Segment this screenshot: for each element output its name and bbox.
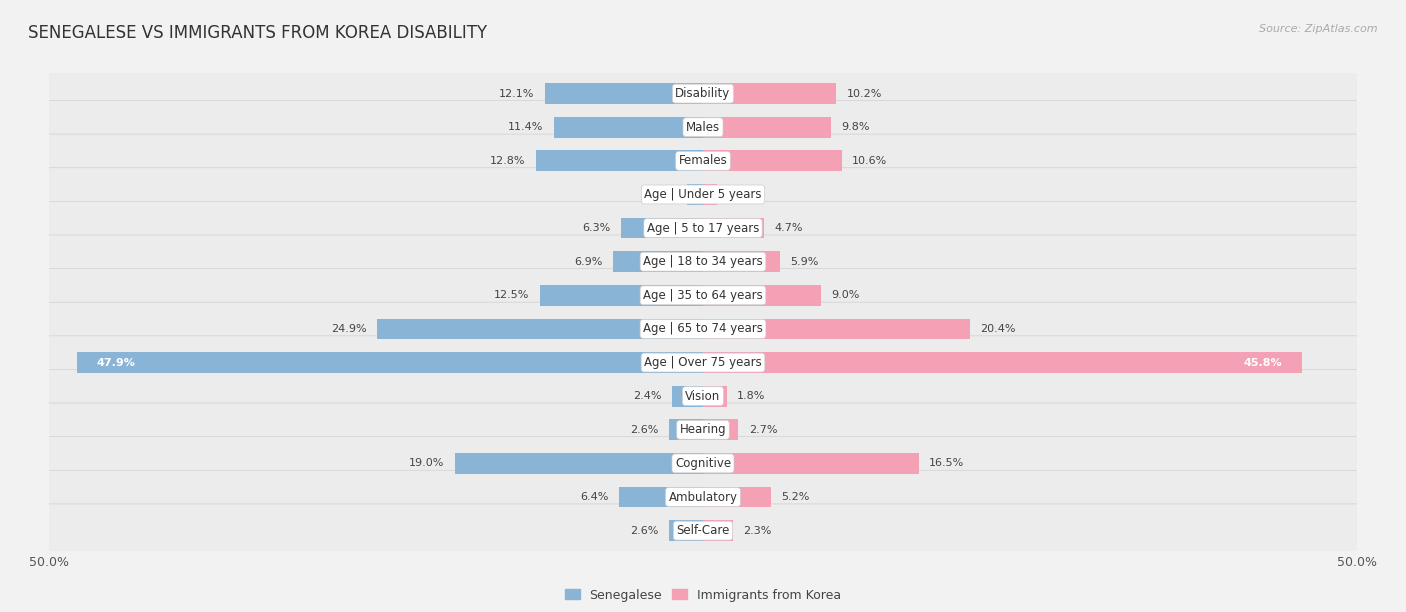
Bar [554,117,703,138]
Bar [544,83,703,104]
Text: 4.7%: 4.7% [775,223,803,233]
Text: Age | 5 to 17 years: Age | 5 to 17 years [647,222,759,234]
Bar [619,487,703,507]
Text: 10.2%: 10.2% [846,89,882,99]
Text: Disability: Disability [675,87,731,100]
Bar [703,151,842,171]
Text: 1.1%: 1.1% [728,190,756,200]
Text: 2.3%: 2.3% [744,526,772,536]
Text: 11.4%: 11.4% [508,122,544,132]
FancyBboxPatch shape [45,269,1361,322]
FancyBboxPatch shape [45,504,1361,558]
Bar [672,386,703,406]
Text: 47.9%: 47.9% [96,357,135,368]
Text: 12.1%: 12.1% [499,89,534,99]
Text: 9.0%: 9.0% [831,290,859,300]
FancyBboxPatch shape [45,100,1361,154]
Text: 9.8%: 9.8% [842,122,870,132]
Bar [703,83,837,104]
Bar [703,487,770,507]
FancyBboxPatch shape [45,403,1361,457]
Text: 6.4%: 6.4% [581,492,609,502]
Text: 1.2%: 1.2% [648,190,676,200]
Bar [703,218,765,239]
Legend: Senegalese, Immigrants from Korea: Senegalese, Immigrants from Korea [560,584,846,606]
Bar [377,318,703,339]
Text: 45.8%: 45.8% [1244,357,1282,368]
Bar [703,252,780,272]
FancyBboxPatch shape [45,134,1361,187]
FancyBboxPatch shape [45,470,1361,524]
Bar [703,386,727,406]
Text: 2.6%: 2.6% [630,425,658,435]
Text: Females: Females [679,154,727,167]
Bar [703,117,831,138]
Text: 6.9%: 6.9% [574,256,602,267]
Text: 5.9%: 5.9% [790,256,818,267]
FancyBboxPatch shape [45,235,1361,288]
Bar [536,151,703,171]
Bar [669,520,703,541]
FancyBboxPatch shape [45,336,1361,389]
Text: 2.7%: 2.7% [749,425,778,435]
Bar [77,352,703,373]
Text: Ambulatory: Ambulatory [668,490,738,504]
Text: 19.0%: 19.0% [409,458,444,468]
Bar [703,318,970,339]
Bar [703,453,918,474]
Text: 20.4%: 20.4% [980,324,1015,334]
FancyBboxPatch shape [45,437,1361,490]
Text: 10.6%: 10.6% [852,156,887,166]
Text: Age | 35 to 64 years: Age | 35 to 64 years [643,289,763,302]
FancyBboxPatch shape [45,67,1361,121]
Text: 12.5%: 12.5% [494,290,529,300]
FancyBboxPatch shape [45,302,1361,356]
Bar [703,285,821,306]
Text: 2.6%: 2.6% [630,526,658,536]
Text: Self-Care: Self-Care [676,524,730,537]
Text: Age | 18 to 34 years: Age | 18 to 34 years [643,255,763,268]
Bar [688,184,703,205]
FancyBboxPatch shape [45,201,1361,255]
Bar [613,252,703,272]
Text: Males: Males [686,121,720,134]
Text: Age | Under 5 years: Age | Under 5 years [644,188,762,201]
Bar [703,520,733,541]
Text: 1.8%: 1.8% [737,391,765,401]
Text: Vision: Vision [685,390,721,403]
Text: SENEGALESE VS IMMIGRANTS FROM KOREA DISABILITY: SENEGALESE VS IMMIGRANTS FROM KOREA DISA… [28,24,488,42]
Text: 5.2%: 5.2% [782,492,810,502]
Bar [540,285,703,306]
Text: Source: ZipAtlas.com: Source: ZipAtlas.com [1260,24,1378,34]
FancyBboxPatch shape [45,168,1361,221]
Text: Cognitive: Cognitive [675,457,731,470]
Bar [703,352,1302,373]
Text: Hearing: Hearing [679,424,727,436]
Text: Age | Over 75 years: Age | Over 75 years [644,356,762,369]
Text: 16.5%: 16.5% [929,458,965,468]
Text: 6.3%: 6.3% [582,223,610,233]
Bar [703,419,738,440]
Text: 24.9%: 24.9% [332,324,367,334]
Bar [454,453,703,474]
Bar [620,218,703,239]
Bar [669,419,703,440]
Text: 2.4%: 2.4% [633,391,661,401]
FancyBboxPatch shape [45,370,1361,423]
Bar [703,184,717,205]
Text: Age | 65 to 74 years: Age | 65 to 74 years [643,323,763,335]
Text: 12.8%: 12.8% [489,156,526,166]
